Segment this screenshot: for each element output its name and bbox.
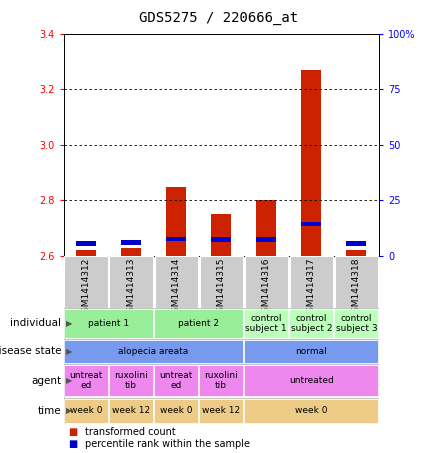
Bar	[290, 309, 333, 337]
Bar	[154, 399, 198, 423]
Text: week 0: week 0	[160, 406, 192, 415]
Bar	[199, 365, 243, 396]
Bar	[335, 309, 378, 337]
Bar	[109, 399, 153, 423]
Text: transformed count: transformed count	[85, 427, 176, 437]
Bar	[211, 237, 231, 241]
Text: untreat
ed: untreat ed	[159, 371, 193, 390]
Text: ruxolini
tib: ruxolini tib	[114, 371, 148, 390]
Text: GSM1414315: GSM1414315	[217, 257, 226, 318]
Text: ■: ■	[68, 439, 77, 449]
Text: week 0: week 0	[295, 406, 328, 415]
Text: ▶: ▶	[66, 376, 72, 385]
Text: GSM1414313: GSM1414313	[127, 257, 136, 318]
Bar	[301, 70, 321, 256]
Text: untreat
ed: untreat ed	[69, 371, 103, 390]
Text: GSM1414316: GSM1414316	[262, 257, 271, 318]
Bar	[244, 399, 378, 423]
Text: agent: agent	[31, 376, 61, 386]
Text: ▶: ▶	[66, 319, 72, 328]
Bar	[64, 399, 108, 423]
Text: time: time	[38, 405, 61, 416]
Text: alopecia areata: alopecia areata	[119, 347, 189, 356]
Bar	[110, 256, 153, 308]
Text: untreated: untreated	[289, 376, 334, 385]
Bar	[200, 256, 243, 308]
Bar	[301, 222, 321, 226]
Bar	[290, 256, 333, 308]
Text: percentile rank within the sample: percentile rank within the sample	[85, 439, 251, 449]
Text: week 12: week 12	[202, 406, 240, 415]
Bar	[109, 365, 153, 396]
Bar	[166, 187, 186, 256]
Bar	[121, 248, 141, 256]
Bar	[64, 256, 108, 308]
Bar	[76, 241, 96, 246]
Text: ruxolini
tib: ruxolini tib	[204, 371, 238, 390]
Bar	[244, 256, 288, 308]
Bar	[256, 201, 276, 256]
Bar	[346, 241, 367, 246]
Text: ■: ■	[68, 427, 77, 437]
Text: GDS5275 / 220666_at: GDS5275 / 220666_at	[139, 11, 299, 25]
Bar	[211, 214, 231, 256]
Text: individual: individual	[11, 318, 61, 328]
Text: patient 2: patient 2	[178, 319, 219, 328]
Text: week 0: week 0	[70, 406, 102, 415]
Text: control
subject 3: control subject 3	[336, 314, 377, 333]
Text: disease state: disease state	[0, 346, 61, 357]
Bar	[166, 236, 186, 241]
Bar	[256, 237, 276, 241]
Bar	[64, 340, 243, 363]
Text: week 12: week 12	[112, 406, 150, 415]
Text: control
subject 1: control subject 1	[245, 314, 287, 333]
Bar	[346, 251, 367, 256]
Bar	[199, 399, 243, 423]
Text: control
subject 2: control subject 2	[290, 314, 332, 333]
Bar	[76, 251, 96, 256]
Text: GSM1414312: GSM1414312	[81, 257, 91, 318]
Bar	[64, 309, 153, 337]
Bar	[244, 340, 378, 363]
Bar	[64, 365, 108, 396]
Text: normal: normal	[295, 347, 327, 356]
Bar	[244, 309, 288, 337]
Text: GSM1414314: GSM1414314	[172, 257, 180, 318]
Text: ▶: ▶	[66, 406, 72, 415]
Bar	[154, 365, 198, 396]
Bar	[121, 241, 141, 245]
Bar	[244, 365, 378, 396]
Text: ▶: ▶	[66, 347, 72, 356]
Text: GSM1414317: GSM1414317	[307, 257, 316, 318]
Bar	[154, 309, 243, 337]
Text: patient 1: patient 1	[88, 319, 129, 328]
Text: GSM1414318: GSM1414318	[352, 257, 361, 318]
Bar	[335, 256, 378, 308]
Bar	[155, 256, 198, 308]
